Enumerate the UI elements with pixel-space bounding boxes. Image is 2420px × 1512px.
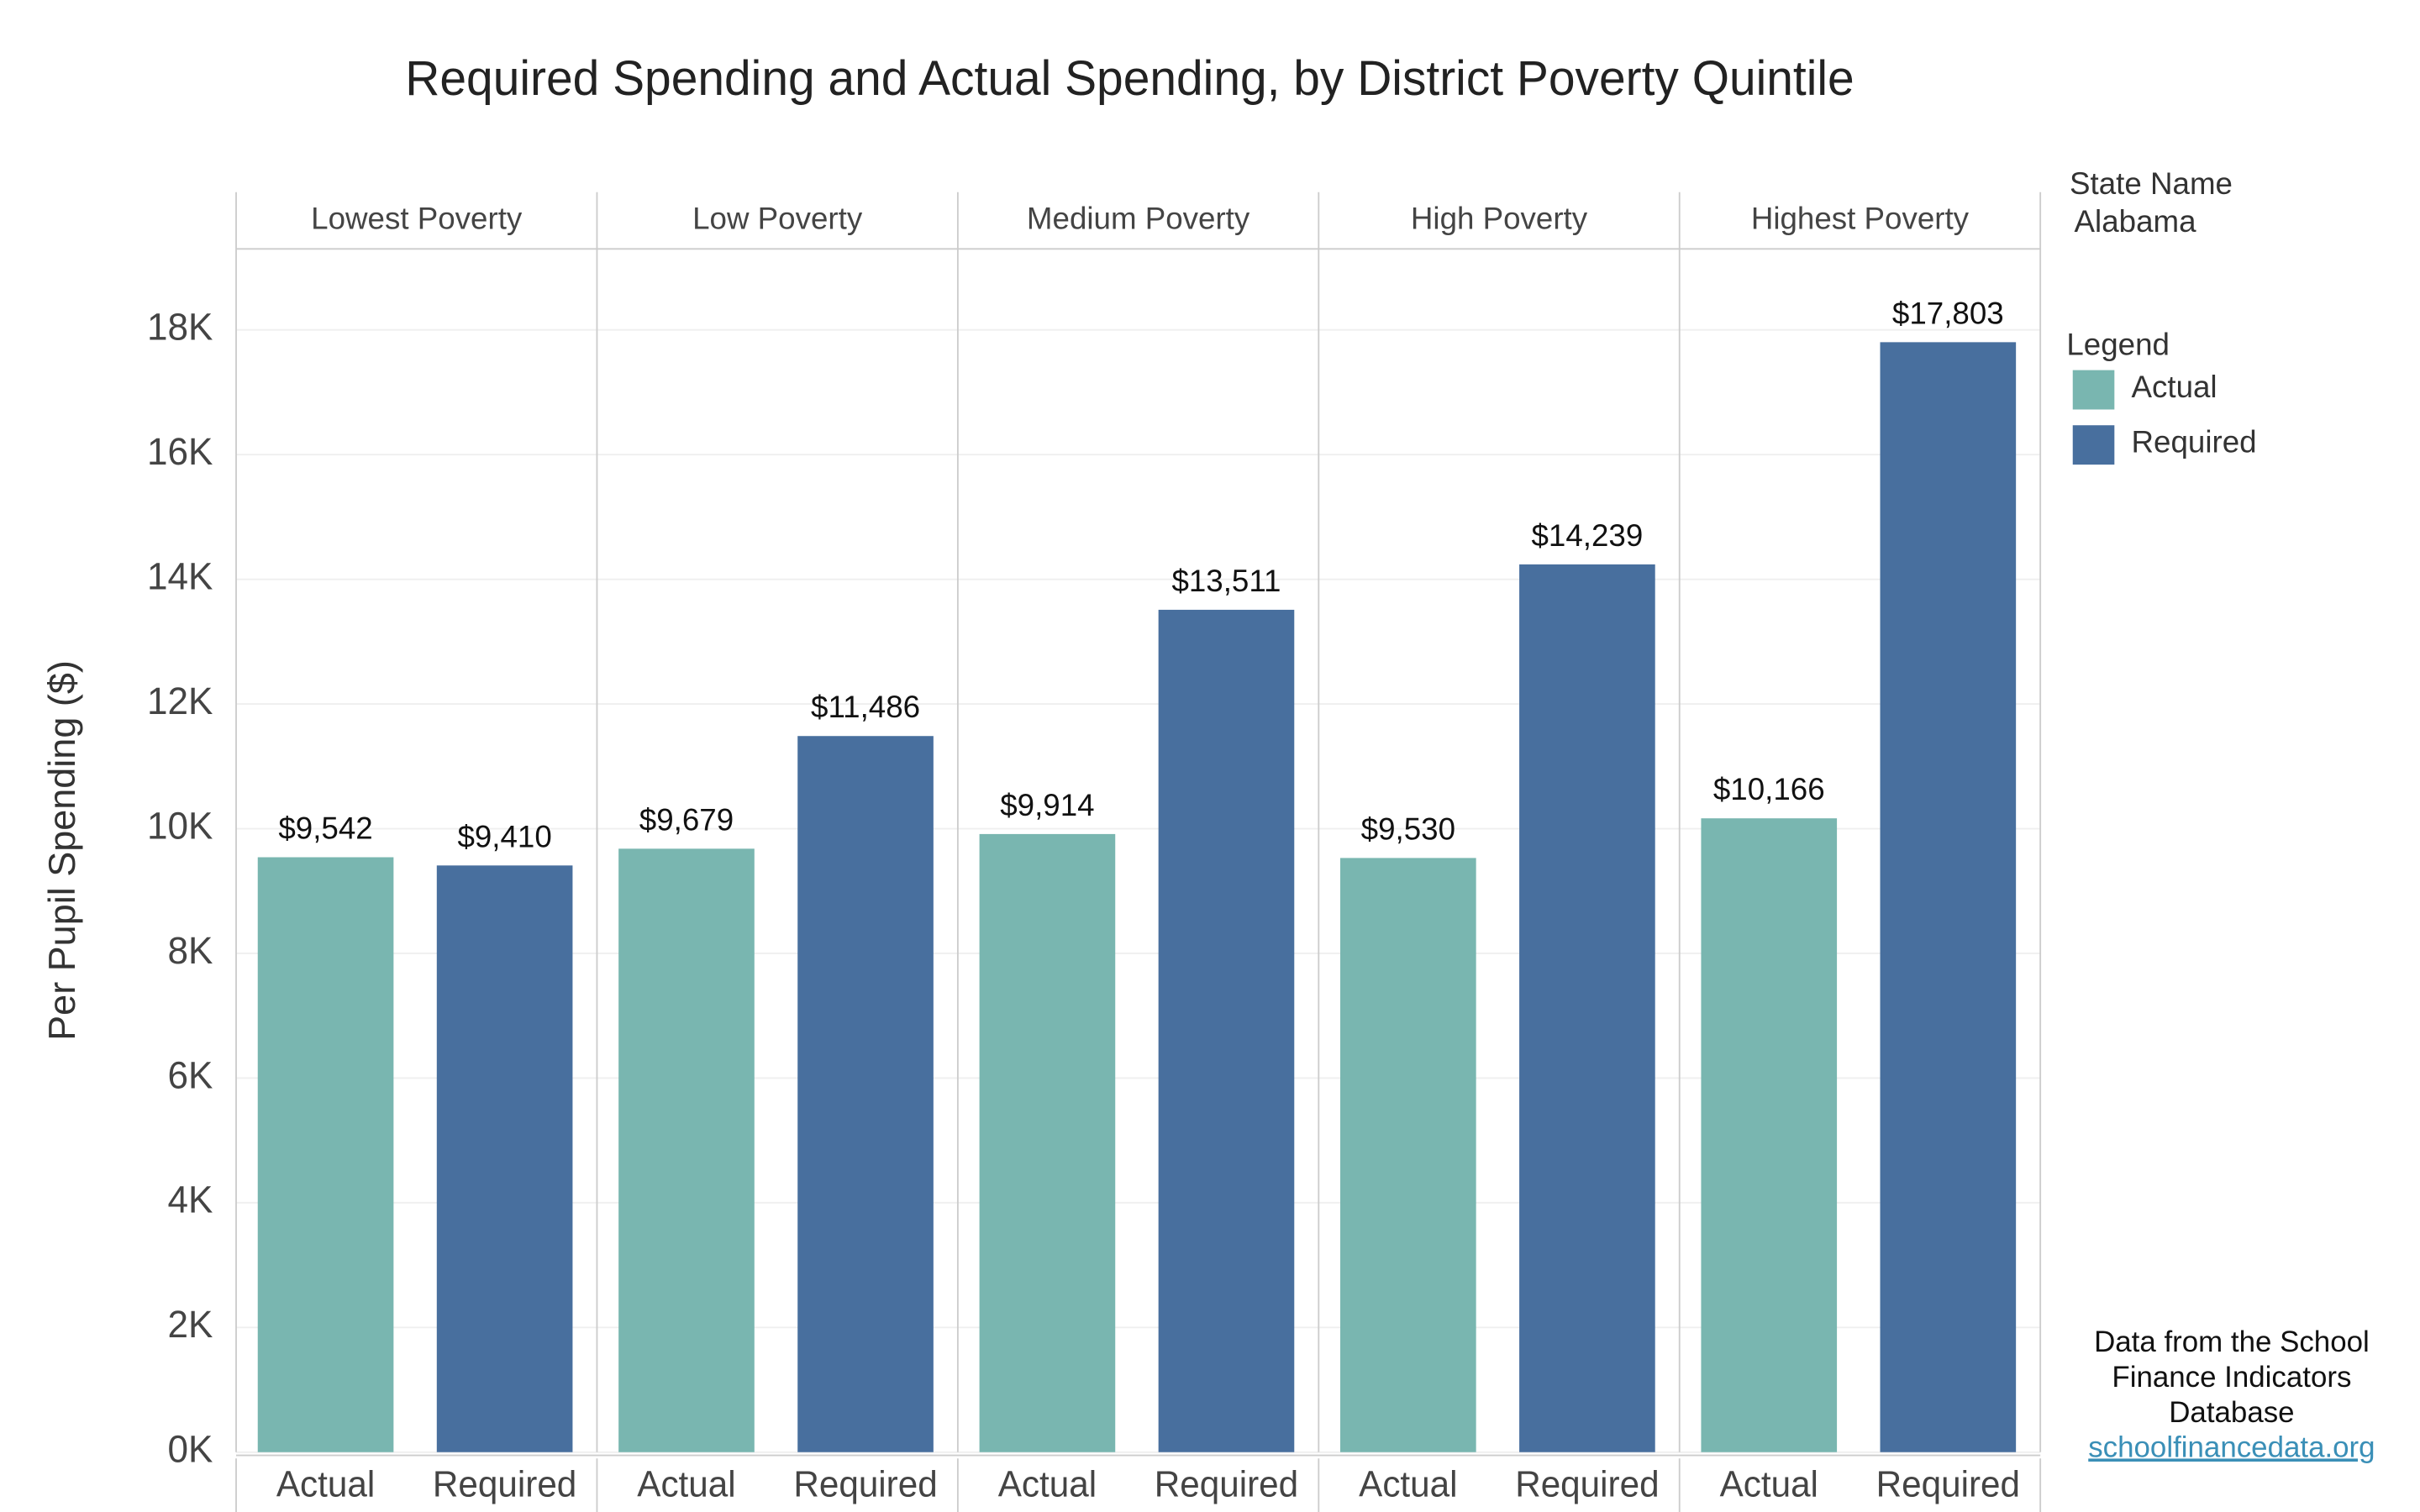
facet-label: Medium Poverty xyxy=(1027,200,1250,235)
value-label: $10,166 xyxy=(1713,771,1825,806)
x-tick-label: Required xyxy=(1876,1464,2020,1504)
x-tick-label: Actual xyxy=(276,1464,375,1504)
bar xyxy=(797,736,934,1452)
filter-title: State Name xyxy=(2070,165,2233,201)
y-axis-label: Per Pupil Spending ($) xyxy=(42,660,82,1041)
x-tick-label: Required xyxy=(1515,1464,1659,1504)
bar xyxy=(618,848,755,1452)
value-label: $17,803 xyxy=(1892,295,2004,330)
value-label: $9,542 xyxy=(278,810,372,845)
x-tick-label: Actual xyxy=(1720,1464,1818,1504)
source-link[interactable]: schoolfinancedata.org xyxy=(2088,1431,2375,1463)
value-label: $9,410 xyxy=(457,818,551,853)
y-tick-label: 0K xyxy=(168,1429,213,1471)
chart-title: Required Spending and Actual Spending, b… xyxy=(405,51,1854,106)
y-tick-label: 8K xyxy=(168,930,213,972)
y-tick-label: 14K xyxy=(147,556,213,598)
bar xyxy=(1340,858,1476,1452)
y-tick-label: 12K xyxy=(147,681,213,723)
bar xyxy=(1701,818,1838,1452)
x-tick-label: Actual xyxy=(1359,1464,1457,1504)
filter-value: Alabama xyxy=(2075,203,2196,239)
x-tick-label: Required xyxy=(1155,1464,1298,1504)
facet-label: Highest Poverty xyxy=(1751,200,1970,235)
value-label: $11,486 xyxy=(811,689,920,724)
y-tick-label: 4K xyxy=(168,1179,213,1221)
source-note: Data from the School xyxy=(2094,1325,2370,1357)
bar xyxy=(1880,342,2017,1452)
y-tick-label: 10K xyxy=(147,806,213,848)
value-label: $13,511 xyxy=(1171,563,1281,598)
source-note: Finance Indicators xyxy=(2112,1361,2351,1394)
value-label: $9,679 xyxy=(639,801,734,837)
bar xyxy=(436,865,573,1452)
facet-label: Lowest Poverty xyxy=(311,200,523,235)
facet-label: Low Poverty xyxy=(692,200,863,235)
facet-label: High Poverty xyxy=(1411,200,1588,235)
x-tick-label: Actual xyxy=(637,1464,735,1504)
legend-label: Required xyxy=(2132,423,2257,459)
x-tick-label: Actual xyxy=(998,1464,1097,1504)
y-tick-label: 2K xyxy=(168,1305,213,1347)
y-tick-label: 16K xyxy=(147,432,213,474)
legend-title: Legend xyxy=(2066,326,2170,361)
value-label: $9,530 xyxy=(1361,811,1455,846)
bar xyxy=(1158,609,1295,1452)
legend-swatch xyxy=(2072,370,2115,410)
legend-label: Actual xyxy=(2132,369,2217,404)
y-tick-label: 18K xyxy=(147,307,213,349)
bar xyxy=(1519,564,1655,1452)
bar xyxy=(979,833,1116,1452)
x-tick-label: Required xyxy=(793,1464,937,1504)
value-label: $9,914 xyxy=(1000,787,1094,822)
bar xyxy=(257,857,394,1452)
source-note: Database xyxy=(2169,1396,2294,1429)
value-label: $14,239 xyxy=(1532,517,1644,553)
y-tick-label: 6K xyxy=(168,1055,213,1097)
x-tick-label: Required xyxy=(433,1464,576,1504)
legend-swatch xyxy=(2072,425,2115,465)
